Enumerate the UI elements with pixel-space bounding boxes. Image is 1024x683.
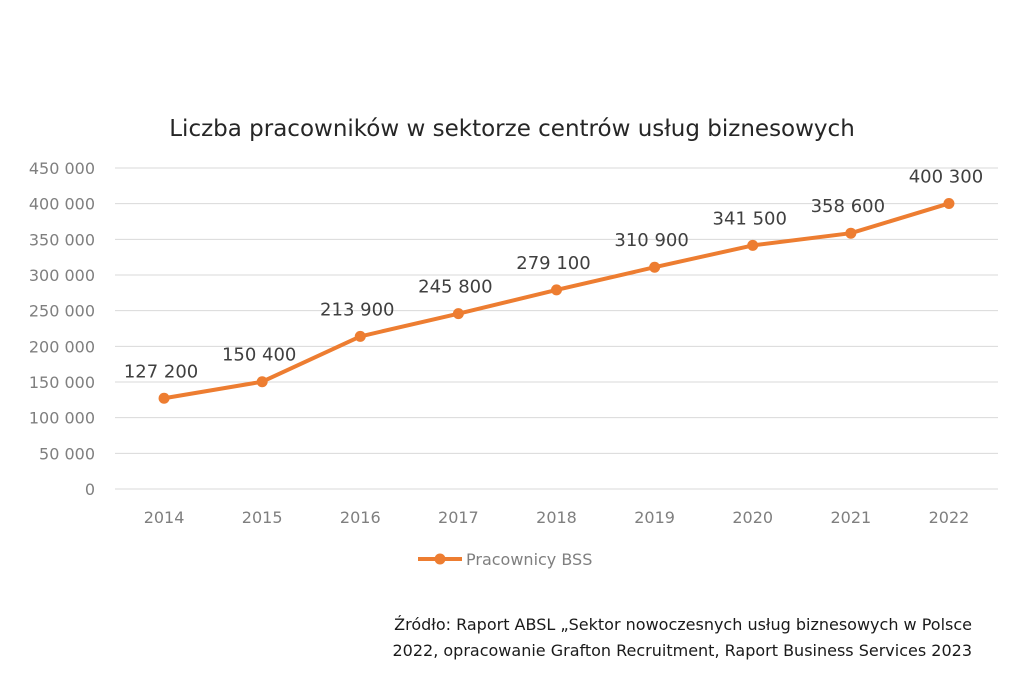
y-tick-label: 450 000 (29, 159, 95, 178)
data-label: 150 400 (222, 345, 296, 366)
data-label: 400 300 (909, 166, 983, 187)
data-label: 127 200 (124, 361, 198, 382)
data-point (943, 197, 955, 209)
data-point (256, 376, 268, 388)
data-label: 341 500 (713, 208, 787, 229)
line-chart: Liczba pracowników w sektorze centrów us… (29, 116, 998, 569)
x-tick-label: 2017 (438, 508, 479, 527)
y-axis: 0 50 000 100 000 150 000 200 000 250 000 300 0… (29, 159, 95, 499)
legend-dot-marker (434, 553, 446, 565)
data-label: 279 100 (516, 253, 590, 274)
x-tick-label: 2019 (634, 508, 675, 527)
data-point (747, 239, 759, 251)
x-tick-label: 2022 (929, 508, 970, 527)
series-line (162, 201, 951, 401)
data-label: 213 900 (320, 299, 394, 320)
data-point (845, 227, 857, 239)
data-labels: 127 200 150 400 213 900 245 800 279 100 310 9… (124, 166, 983, 382)
y-tick-label: 350 000 (29, 230, 95, 249)
x-tick-label: 2021 (830, 508, 871, 527)
source-line-2: 2022, opracowanie Grafton Recruitment, R… (392, 641, 973, 660)
y-tick-label: 50 000 (39, 444, 95, 463)
x-tick-label: 2018 (536, 508, 577, 527)
series-pracownicy-bss (158, 197, 955, 404)
data-point (649, 261, 661, 273)
x-tick-label: 2016 (340, 508, 381, 527)
y-tick-label: 200 000 (29, 337, 95, 356)
data-label: 310 900 (614, 230, 688, 251)
y-tick-label: 400 000 (29, 195, 95, 214)
y-tick-label: 0 (85, 480, 95, 499)
data-point (551, 284, 562, 296)
x-tick-label: 2020 (732, 508, 773, 527)
y-tick-label: 300 000 (29, 266, 95, 285)
x-tick-label: 2015 (242, 508, 283, 527)
chart-title: Liczba pracowników w sektorze centrów us… (169, 116, 855, 142)
data-point (354, 330, 366, 342)
data-label: 245 800 (418, 277, 492, 298)
data-point (452, 308, 464, 320)
x-axis: 2014 2015 2016 2017 2018 2019 2020 2021 2022 (144, 508, 970, 527)
y-tick-label: 100 000 (29, 409, 95, 428)
source-line-1: Źródło: Raport ABSL „Sektor nowoczesnych… (394, 615, 972, 634)
x-tick-label: 2014 (144, 508, 185, 527)
data-point (158, 392, 170, 404)
source-note: Źródło: Raport ABSL „Sektor nowoczesnych… (272, 612, 973, 664)
y-tick-label: 150 000 (29, 373, 95, 392)
legend: Pracownicy BSS (418, 550, 592, 569)
y-tick-label: 250 000 (29, 302, 95, 321)
data-label: 358 600 (811, 196, 885, 217)
legend-label: Pracownicy BSS (466, 550, 592, 569)
